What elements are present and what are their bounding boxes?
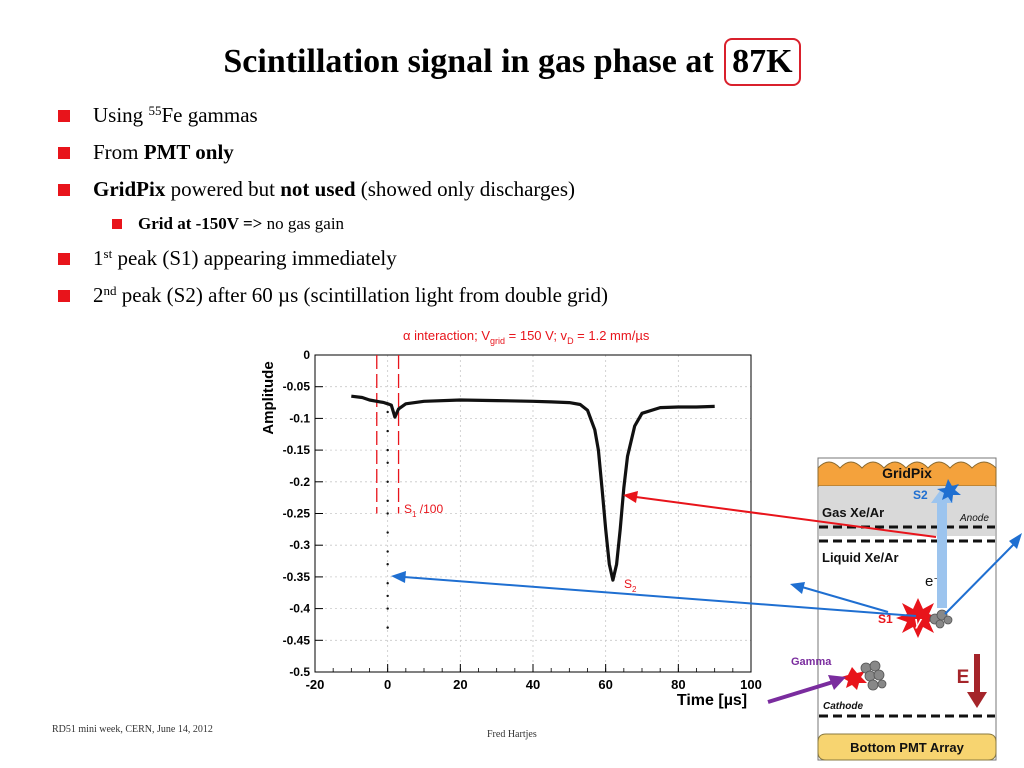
y-tick-label: -0.3 (289, 538, 310, 552)
signal-trace (351, 394, 715, 582)
s2-label: S2 (913, 488, 928, 502)
s1-scaled-point (386, 480, 389, 483)
bullet-item: 2nd peak (S2) after 60 µs (scintillation… (56, 280, 608, 317)
x-tick-label: -20 (306, 677, 325, 692)
y-tick-label: -0.35 (283, 570, 311, 584)
s1-scaled-point (386, 582, 389, 585)
bullet-square-icon (58, 147, 70, 159)
s1-scaled-point (386, 499, 389, 503)
liquid-label: Liquid Xe/Ar (822, 550, 899, 565)
s1-scaled-point (386, 512, 389, 515)
y-tick-label: -0.4 (289, 602, 310, 616)
pmt-label: Bottom PMT Array (850, 740, 964, 755)
s1-scaled-point (386, 461, 389, 464)
gridpix-chip (817, 461, 997, 487)
y-tick-label: 0 (303, 348, 310, 362)
y-tick-label: -0.05 (283, 380, 311, 394)
s1-scaled-point (386, 448, 389, 452)
y-tick-label: -0.2 (289, 475, 310, 489)
s1-scaled-point (386, 429, 389, 433)
gamma-arrowhead-icon (828, 675, 846, 690)
efield-arrowhead-icon (967, 692, 987, 708)
title-text: Scintillation signal in gas phase at (223, 43, 714, 80)
x-tick-label: 60 (598, 677, 612, 692)
s1-scaled-point (386, 607, 389, 610)
x-tick-label: 20 (453, 677, 467, 692)
x-tick-label: 100 (740, 677, 762, 692)
s1-annotation: S1 /100 (404, 502, 443, 519)
gridpix-label: GridPix (882, 465, 932, 481)
bullet-square-icon (58, 253, 70, 265)
y-tick-label: -0.15 (283, 443, 311, 457)
sub-bullet-item: Grid at -150V => no gas gain (56, 211, 608, 243)
bullet-item: GridPix powered but not used (showed onl… (56, 174, 608, 211)
s1-scaled-point (386, 594, 389, 598)
s1-scaled-point (386, 550, 389, 553)
drift-arrowhead-icon (931, 488, 953, 503)
x-tick-label: 0 (384, 677, 391, 692)
bullet-square-icon (112, 219, 122, 229)
gamma-arrow-line (767, 680, 834, 704)
bullet-square-icon (58, 290, 70, 302)
s1-scaled-point (386, 563, 389, 566)
title-highlight: 87K (724, 38, 801, 86)
y-axis-label: Amplitude (260, 361, 277, 434)
bullet-square-icon (58, 184, 70, 196)
bullet-square-icon (58, 110, 70, 122)
cathode-label: Cathode (823, 701, 863, 712)
anode-label: Anode (959, 513, 989, 524)
x-tick-label: 80 (671, 677, 685, 692)
s1-label: S1 (878, 612, 893, 626)
y-tick-label: -0.1 (289, 411, 310, 425)
gamma-label: Gamma (791, 656, 832, 668)
s1-scaled-point (386, 626, 389, 629)
efield-label: E (957, 667, 970, 688)
y-tick-label: -0.5 (289, 665, 310, 679)
efield-arrow-shaft (974, 654, 980, 694)
bullet-list: Using 55Fe gammas From PMT only GridPix … (56, 100, 608, 317)
gamma-symbol: γ (914, 614, 922, 629)
s1-scaled-point (386, 410, 389, 414)
slide-title: Scintillation signal in gas phase at 87K (0, 38, 1024, 86)
interaction-cluster-icon (929, 609, 953, 629)
y-tick-label: -0.25 (283, 507, 311, 521)
drift-path (937, 500, 947, 608)
bullet-item: From PMT only (56, 137, 608, 174)
y-tick-label: -0.45 (283, 633, 311, 647)
footer-author: Fred Hartjes (487, 729, 537, 740)
chart-title: α interaction; Vgrid = 150 V; vD = 1.2 m… (403, 328, 650, 346)
footer-event: RD51 mini week, CERN, June 14, 2012 (52, 724, 213, 735)
bullet-item: 1st peak (S1) appearing immediately (56, 243, 608, 280)
source-cluster-icon (860, 660, 887, 691)
s1-scaled-point (386, 531, 389, 534)
x-tick-label: 40 (526, 677, 540, 692)
s2-flash-icon (937, 479, 961, 503)
bullet-item: Using 55Fe gammas (56, 100, 608, 137)
x-axis-label: Time [µs] (677, 692, 747, 709)
gas-label: Gas Xe/Ar (822, 505, 884, 520)
pmt-array (817, 733, 997, 761)
source-flash-icon (841, 667, 867, 690)
